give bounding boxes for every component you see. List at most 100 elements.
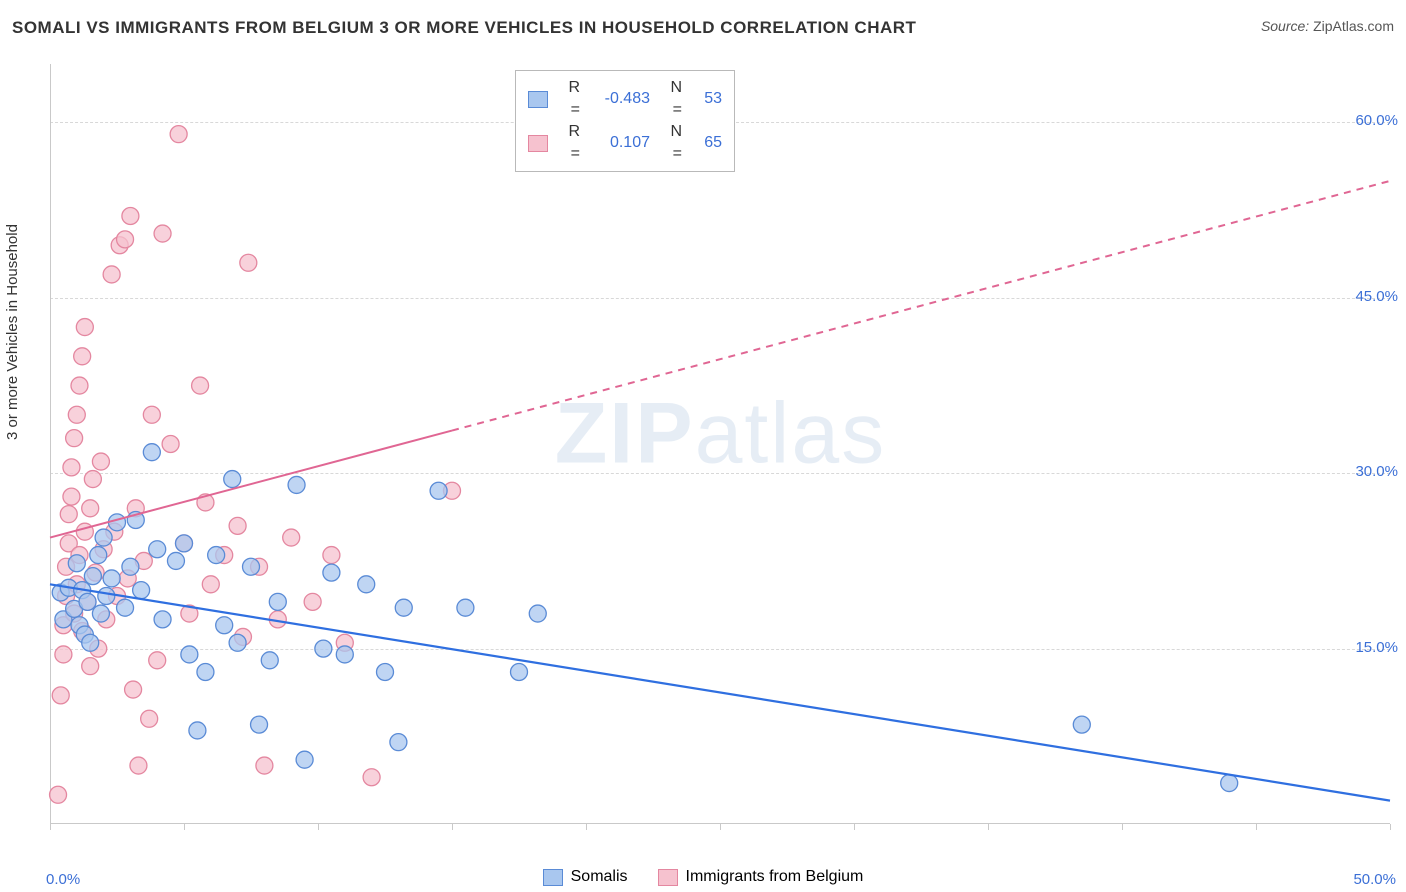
- regression-line: [50, 584, 1390, 800]
- x-tick-mark: [586, 824, 587, 830]
- r-label: R =: [558, 77, 580, 121]
- data-point: [224, 471, 241, 488]
- x-tick-mark: [1122, 824, 1123, 830]
- data-point: [117, 599, 134, 616]
- data-point: [181, 646, 198, 663]
- legend-swatch-belgium: [658, 869, 678, 886]
- n-value-somalis: 53: [692, 88, 722, 110]
- r-label: R =: [558, 121, 580, 165]
- data-point: [315, 640, 332, 657]
- data-point: [336, 646, 353, 663]
- data-point: [296, 751, 313, 768]
- data-point: [323, 564, 340, 581]
- data-point: [251, 716, 268, 733]
- data-point: [1221, 775, 1238, 792]
- data-point: [52, 687, 69, 704]
- data-point: [84, 568, 101, 585]
- data-point: [133, 582, 150, 599]
- data-point: [269, 593, 286, 610]
- data-point: [141, 710, 158, 727]
- regression-line: [50, 431, 452, 538]
- data-point: [143, 444, 160, 461]
- data-point: [68, 555, 85, 572]
- x-tick-mark: [50, 824, 51, 830]
- data-point: [162, 436, 179, 453]
- data-point: [430, 482, 447, 499]
- legend-item-belgium: Immigrants from Belgium: [658, 868, 864, 886]
- data-point: [167, 552, 184, 569]
- n-value-belgium: 65: [692, 132, 722, 154]
- data-point: [154, 611, 171, 628]
- data-point: [109, 514, 126, 531]
- n-label: N =: [660, 121, 682, 165]
- data-point: [55, 646, 72, 663]
- x-tick-mark: [1390, 824, 1391, 830]
- data-point: [143, 406, 160, 423]
- x-tick-mark: [854, 824, 855, 830]
- data-point: [117, 231, 134, 248]
- data-point: [154, 225, 171, 242]
- data-point: [202, 576, 219, 593]
- data-point: [304, 593, 321, 610]
- data-point: [197, 664, 214, 681]
- data-point: [216, 617, 233, 634]
- data-point: [76, 319, 93, 336]
- n-label: N =: [660, 77, 682, 121]
- data-point: [457, 599, 474, 616]
- data-point: [63, 488, 80, 505]
- data-point: [122, 558, 139, 575]
- data-point: [68, 406, 85, 423]
- data-point: [377, 664, 394, 681]
- data-point: [256, 757, 273, 774]
- x-tick-mark: [452, 824, 453, 830]
- y-axis-label: 3 or more Vehicles in Household: [4, 224, 21, 440]
- data-point: [82, 658, 99, 675]
- legend-swatch-belgium: [528, 135, 548, 152]
- data-point: [63, 459, 80, 476]
- source-attribution: Source: ZipAtlas.com: [1261, 18, 1394, 34]
- data-point: [283, 529, 300, 546]
- x-tick-mark: [988, 824, 989, 830]
- legend-label-somalis: Somalis: [571, 868, 628, 886]
- data-point: [189, 722, 206, 739]
- data-point: [363, 769, 380, 786]
- r-value-belgium: 0.107: [590, 132, 650, 154]
- data-point: [323, 547, 340, 564]
- data-point: [130, 757, 147, 774]
- x-tick-mark: [184, 824, 185, 830]
- source-label: Source:: [1261, 18, 1309, 34]
- legend-swatch-somalis: [543, 869, 563, 886]
- data-point: [125, 681, 142, 698]
- data-point: [192, 377, 209, 394]
- chart-svg: [50, 64, 1390, 824]
- data-point: [511, 664, 528, 681]
- x-tick-mark: [318, 824, 319, 830]
- data-point: [261, 652, 278, 669]
- data-point: [74, 348, 91, 365]
- data-point: [66, 430, 83, 447]
- data-point: [84, 471, 101, 488]
- data-point: [229, 517, 246, 534]
- data-point: [208, 547, 225, 564]
- data-point: [243, 558, 260, 575]
- chart-title: SOMALI VS IMMIGRANTS FROM BELGIUM 3 OR M…: [12, 18, 916, 38]
- data-point: [149, 652, 166, 669]
- legend-label-belgium: Immigrants from Belgium: [686, 868, 864, 886]
- legend-swatch-somalis: [528, 91, 548, 108]
- data-point: [90, 547, 107, 564]
- data-point: [92, 453, 109, 470]
- data-point: [71, 377, 88, 394]
- data-point: [95, 529, 112, 546]
- legend-stats-row-somalis: R = -0.483 N = 53: [528, 77, 722, 121]
- data-point: [358, 576, 375, 593]
- data-point: [60, 506, 77, 523]
- legend-item-somalis: Somalis: [543, 868, 628, 886]
- data-point: [149, 541, 166, 558]
- legend-stats: R = -0.483 N = 53 R = 0.107 N = 65: [515, 70, 735, 172]
- data-point: [103, 570, 120, 587]
- source-value: ZipAtlas.com: [1313, 18, 1394, 34]
- legend-stats-row-belgium: R = 0.107 N = 65: [528, 121, 722, 165]
- data-point: [98, 588, 115, 605]
- data-point: [390, 734, 407, 751]
- data-point: [240, 254, 257, 271]
